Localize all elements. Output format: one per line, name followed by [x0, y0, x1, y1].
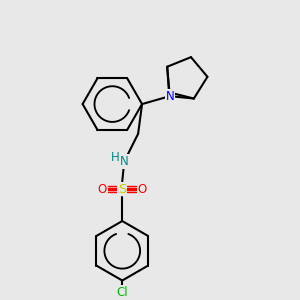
Text: O: O: [137, 183, 147, 196]
Text: H: H: [111, 151, 120, 164]
Text: O: O: [98, 183, 107, 196]
Text: Cl: Cl: [116, 286, 128, 299]
Text: S: S: [118, 183, 126, 196]
Text: N: N: [165, 90, 174, 103]
Text: N: N: [120, 155, 129, 168]
